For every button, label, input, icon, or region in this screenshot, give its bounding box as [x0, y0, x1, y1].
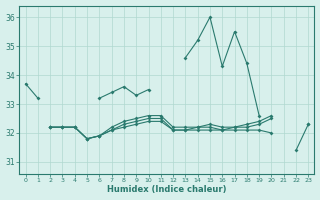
X-axis label: Humidex (Indice chaleur): Humidex (Indice chaleur) [107, 185, 227, 194]
